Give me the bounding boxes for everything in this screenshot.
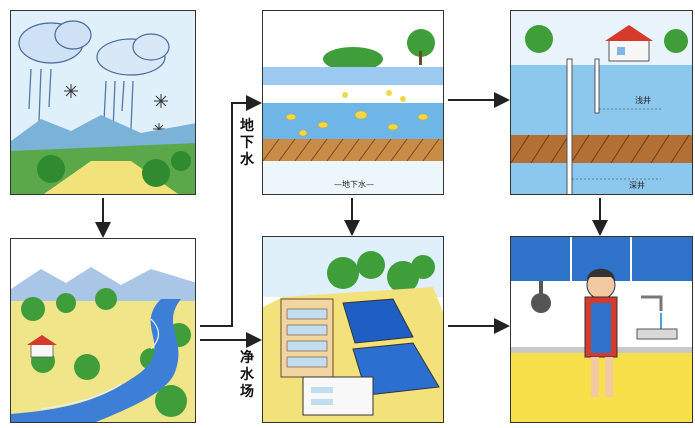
cloud-icon — [18, 20, 170, 76]
well-pipe — [566, 58, 600, 194]
soil-layer — [263, 138, 443, 162]
house-icon — [605, 25, 653, 62]
tank-building — [280, 298, 334, 378]
shallow-well-label: 浅井 — [635, 95, 651, 105]
tree-icon — [525, 25, 688, 53]
panel-wells: 浅井 深井 — [510, 10, 693, 195]
snowflake-icon — [64, 84, 168, 135]
arrow-to-underground — [200, 95, 262, 327]
tree-icon — [327, 251, 435, 293]
pan-icon — [531, 281, 551, 313]
underground-water-panel-label: —地下水— — [334, 179, 374, 189]
panel-water-plant — [262, 236, 444, 423]
house-icon — [27, 335, 57, 358]
deep-well-label: 深井 — [629, 180, 645, 190]
woman-figure — [584, 268, 618, 397]
water-plant-label: 净 水 场 — [240, 350, 254, 400]
panel-underground-water: —地下水— — [262, 10, 444, 195]
tree-icon — [37, 151, 191, 187]
panel-rain-snow — [10, 10, 196, 195]
faucet-icon — [636, 295, 678, 340]
tree-icon — [323, 29, 435, 71]
panel-river — [10, 238, 196, 423]
water-pool — [342, 298, 440, 396]
panel-kitchen — [510, 236, 693, 423]
filter-block — [302, 376, 374, 416]
underground-water-label: 地 下 水 — [240, 118, 254, 168]
